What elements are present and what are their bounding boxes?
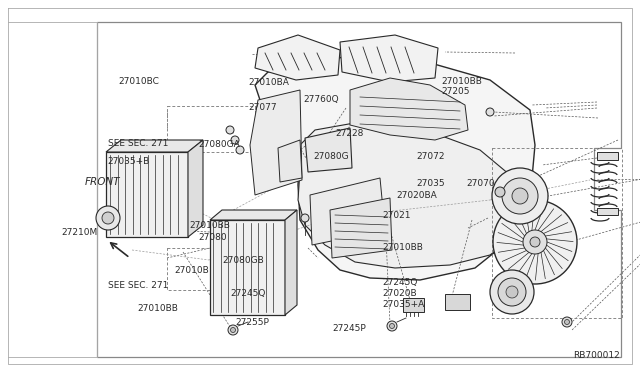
Text: 27245Q: 27245Q <box>383 278 418 287</box>
Text: 27021: 27021 <box>383 211 412 219</box>
Text: 27020B: 27020B <box>383 289 417 298</box>
Polygon shape <box>255 35 340 80</box>
Circle shape <box>564 320 570 324</box>
Bar <box>210 220 285 315</box>
Text: 27080GB: 27080GB <box>223 256 264 265</box>
Polygon shape <box>597 152 618 160</box>
Circle shape <box>301 214 309 222</box>
Text: RB700012: RB700012 <box>573 350 620 359</box>
Polygon shape <box>445 294 470 310</box>
Text: 27010BA: 27010BA <box>248 78 289 87</box>
Polygon shape <box>97 22 621 357</box>
Text: 27080G: 27080G <box>314 153 349 161</box>
Text: FRONT: FRONT <box>85 177 120 187</box>
Text: 27228: 27228 <box>335 129 364 138</box>
Polygon shape <box>310 178 385 245</box>
Polygon shape <box>403 298 424 312</box>
Text: 27080GA: 27080GA <box>198 140 240 149</box>
Circle shape <box>530 237 540 247</box>
Text: 27760Q: 27760Q <box>303 95 339 104</box>
Bar <box>106 152 188 237</box>
Circle shape <box>490 270 534 314</box>
Text: 27245P: 27245P <box>333 324 367 333</box>
Polygon shape <box>255 55 535 280</box>
Text: SEE SEC. 271: SEE SEC. 271 <box>108 281 168 290</box>
Circle shape <box>493 200 577 284</box>
Text: 27010BC: 27010BC <box>118 77 159 86</box>
Polygon shape <box>250 90 302 195</box>
Circle shape <box>562 317 572 327</box>
Polygon shape <box>278 140 302 182</box>
Polygon shape <box>106 140 203 152</box>
Text: 27070: 27070 <box>466 179 495 188</box>
Circle shape <box>390 324 394 328</box>
Text: 27035+B: 27035+B <box>108 157 150 166</box>
Circle shape <box>231 136 239 144</box>
Circle shape <box>495 187 505 197</box>
Circle shape <box>506 286 518 298</box>
Circle shape <box>96 206 120 230</box>
Text: 27010BB: 27010BB <box>189 221 230 230</box>
Text: SEE SEC. 271: SEE SEC. 271 <box>108 139 168 148</box>
Text: 27020BA: 27020BA <box>397 191 438 200</box>
Polygon shape <box>597 208 618 215</box>
Text: 27255P: 27255P <box>236 318 269 327</box>
Circle shape <box>102 212 114 224</box>
Circle shape <box>502 178 538 214</box>
Polygon shape <box>330 198 392 258</box>
Circle shape <box>228 325 238 335</box>
Text: 27035: 27035 <box>416 179 445 188</box>
Circle shape <box>492 168 548 224</box>
Text: 27035+A: 27035+A <box>383 300 425 309</box>
Text: 27245Q: 27245Q <box>230 289 266 298</box>
Text: 27077: 27077 <box>248 103 277 112</box>
Polygon shape <box>350 78 468 140</box>
Circle shape <box>486 108 494 116</box>
Circle shape <box>523 230 547 254</box>
Polygon shape <box>305 128 352 172</box>
Text: 27210M: 27210M <box>61 228 98 237</box>
Text: 27072: 27072 <box>416 152 445 161</box>
Text: 27010BB: 27010BB <box>138 304 179 313</box>
Text: 27010BB: 27010BB <box>383 243 424 252</box>
Circle shape <box>236 146 244 154</box>
Text: 27080: 27080 <box>198 233 227 242</box>
Circle shape <box>226 126 234 134</box>
Circle shape <box>498 278 526 306</box>
Polygon shape <box>188 140 203 237</box>
Text: 27010B: 27010B <box>174 266 209 275</box>
Polygon shape <box>285 210 297 315</box>
Circle shape <box>512 188 528 204</box>
Polygon shape <box>210 210 297 220</box>
Circle shape <box>387 321 397 331</box>
Polygon shape <box>298 122 510 268</box>
Text: 27205: 27205 <box>442 87 470 96</box>
Polygon shape <box>340 35 438 82</box>
Text: 27010BB: 27010BB <box>442 77 483 86</box>
Circle shape <box>230 327 236 333</box>
